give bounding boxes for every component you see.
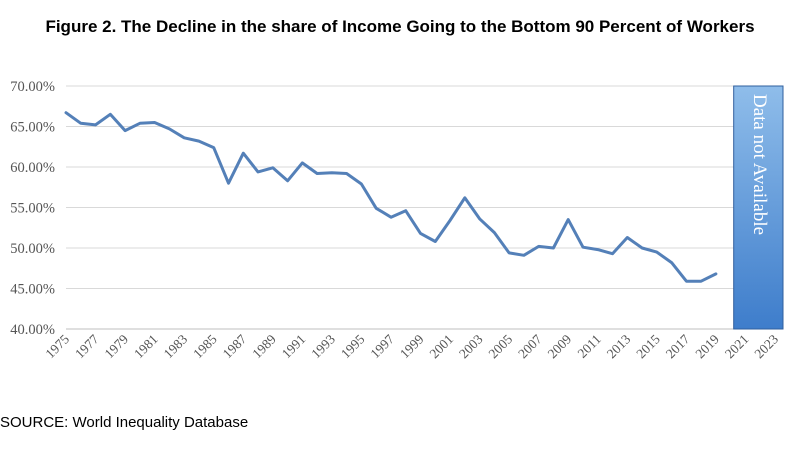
x-tick-label: 2023 [751, 331, 781, 361]
chart-title: Figure 2. The Decline in the share of In… [45, 17, 755, 36]
y-tick-label: 45.00% [10, 282, 55, 298]
y-tick-label: 70.00% [10, 79, 55, 95]
x-tick-label: 2005 [486, 331, 516, 361]
x-tick-label: 2007 [515, 331, 545, 361]
x-tick-label: 1995 [338, 331, 368, 361]
x-tick-label: 2019 [692, 331, 722, 361]
y-tick-label: 65.00% [10, 120, 55, 136]
y-tick-label: 50.00% [10, 241, 55, 257]
x-tick-label: 1991 [279, 332, 309, 362]
x-axis-ticks: 1975 1977 1979 1981 1983 1985 1987 1989 1991 1993… [42, 331, 781, 361]
data-not-available-box: Data not Available [733, 85, 784, 330]
x-tick-label: 2003 [456, 331, 486, 361]
x-tick-label: 1999 [397, 331, 427, 361]
x-tick-label: 2001 [426, 332, 456, 362]
x-tick-label: 1993 [308, 331, 338, 361]
x-tick-label: 1983 [161, 331, 191, 361]
x-tick-label: 1985 [190, 331, 220, 361]
y-tick-label: 60.00% [10, 160, 55, 176]
annotation-box [733, 85, 784, 330]
series-layer [64, 111, 718, 283]
y-tick-label: 55.00% [10, 201, 55, 217]
y-tick-label: 40.00% [10, 322, 55, 338]
source-note: SOURCE: World Inequality Database [0, 414, 249, 431]
gridlines [66, 85, 775, 330]
x-tick-label: 2015 [633, 331, 663, 361]
x-tick-label: 1987 [220, 331, 250, 361]
series-line [64, 111, 718, 283]
x-tick-label: 1981 [131, 332, 161, 362]
x-tick-label: 1997 [367, 331, 397, 361]
x-tick-label: 2013 [604, 331, 634, 361]
x-tick-label: 1989 [249, 331, 279, 361]
x-tick-label: 2009 [545, 331, 575, 361]
x-tick-label: 2021 [722, 332, 752, 362]
x-tick-label: 1979 [102, 331, 132, 361]
x-tick-label: 2017 [663, 331, 693, 361]
line-chart: 40.00% 45.00% 50.00% 55.00% 60.00% 65.00% 70.0… [10, 79, 784, 361]
annotation-label: Data not Available [749, 94, 770, 235]
y-axis-ticks: 40.00% 45.00% 50.00% 55.00% 60.00% 65.00% 70.0… [10, 79, 55, 338]
x-tick-label: 2011 [575, 332, 604, 361]
x-tick-label: 1977 [72, 331, 102, 361]
